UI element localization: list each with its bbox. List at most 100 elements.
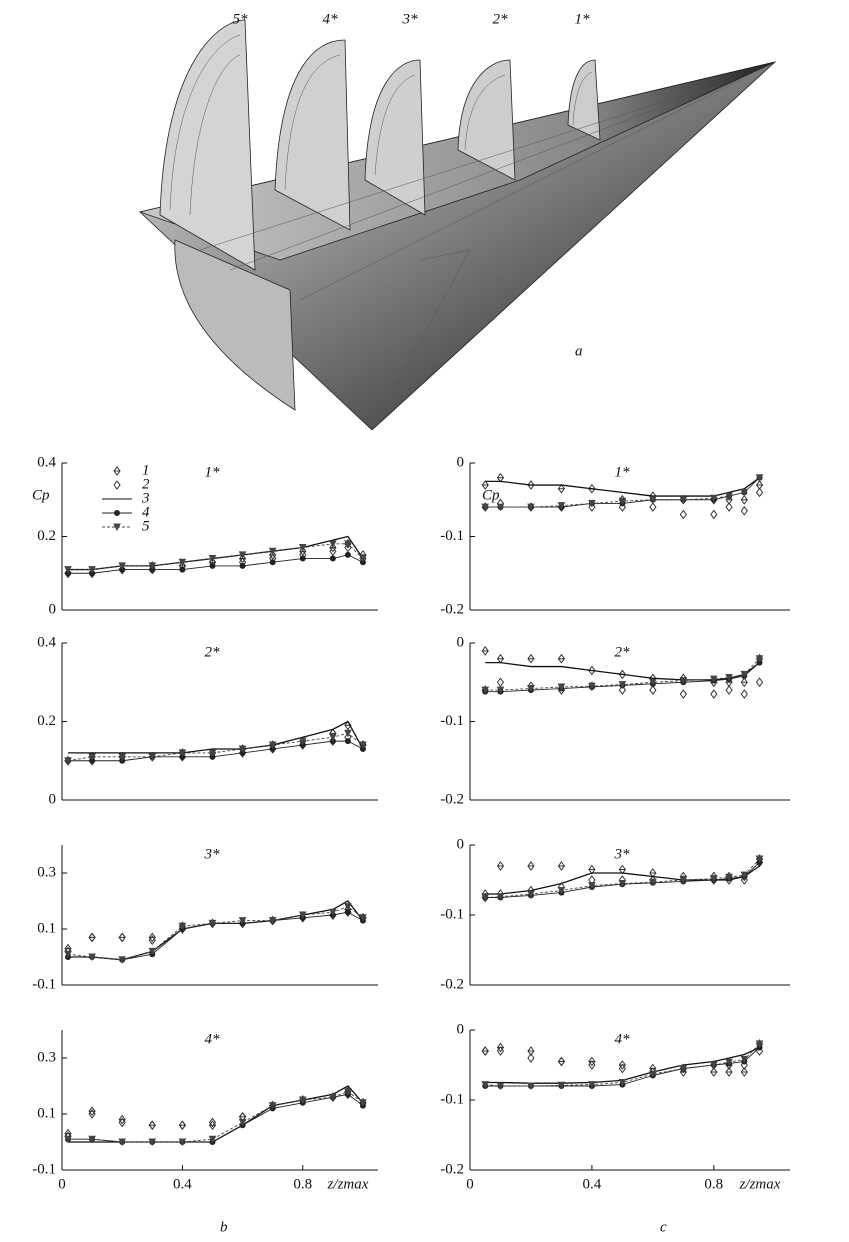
marker (558, 862, 564, 870)
x-tick-label: 0 (58, 1176, 66, 1192)
panel-label: c (660, 1219, 667, 1235)
marker (114, 467, 120, 475)
y-tick-label: -0.1 (440, 528, 464, 544)
marker (482, 1047, 488, 1055)
marker (270, 560, 275, 565)
marker (741, 507, 747, 515)
marker (149, 1121, 155, 1129)
marker (179, 1121, 185, 1129)
marker (741, 690, 747, 698)
y-tick-label: 0.2 (37, 528, 56, 544)
y-tick-label: 0.2 (37, 713, 56, 729)
wing-render (140, 20, 775, 430)
panel-title: 3* (204, 846, 221, 862)
section-label: 1* (575, 11, 591, 27)
y-tick-label: 0.4 (37, 634, 56, 650)
marker (619, 866, 625, 874)
marker (345, 552, 350, 557)
marker (528, 655, 534, 663)
x-axis-label: z/zmax (739, 1176, 781, 1192)
section-label: 4* (323, 11, 339, 27)
x-axis-label: z/zmax (327, 1176, 369, 1192)
panel-label: a (575, 343, 583, 359)
x-tick-label: 0.8 (704, 1176, 723, 1192)
marker (558, 1058, 564, 1066)
marker (119, 1116, 125, 1124)
x-tick-label: 0 (466, 1176, 474, 1192)
series-line (68, 901, 363, 960)
x-tick-label: 0.8 (293, 1176, 312, 1192)
marker (149, 933, 155, 941)
marker (650, 686, 656, 694)
series-line (485, 663, 759, 680)
marker (589, 866, 595, 874)
figure: 5*4*3*2*1*abc00.20.41*Cp1234500.20.42*-0… (0, 0, 849, 1242)
panel-title: 4* (615, 1031, 631, 1047)
marker (115, 511, 120, 516)
y-tick-label: -0.1 (32, 1161, 56, 1177)
y-tick-label: 0 (457, 1021, 465, 1037)
panel-title: 1* (205, 464, 221, 480)
marker (89, 1107, 95, 1115)
section-label: 2* (493, 11, 509, 27)
marker (89, 933, 95, 941)
panel: -0.2-0.102* (440, 634, 790, 807)
x-tick-label: 0.4 (583, 1176, 602, 1192)
y-axis-label: Cp (32, 487, 50, 503)
panel-title: 2* (615, 644, 631, 660)
y-tick-label: -0.1 (440, 713, 464, 729)
panel: -0.1 0.1 0.3 3* (32, 845, 378, 992)
marker (741, 678, 747, 686)
marker (726, 686, 732, 694)
marker (114, 481, 120, 489)
series-line (68, 1092, 363, 1142)
panel: -0.2-0.1000.40.8z/zmax4* (440, 1021, 790, 1192)
panel-title: 2* (205, 644, 221, 660)
marker (180, 567, 185, 572)
marker (711, 690, 717, 698)
y-tick-label: 0 (49, 601, 57, 617)
series-line (68, 912, 363, 960)
panel-title: 1* (615, 464, 631, 480)
panel: 00.20.42* (37, 634, 378, 807)
marker (330, 556, 335, 561)
series-line (68, 537, 363, 570)
y-axis-label: Cp (482, 487, 500, 503)
y-tick-label: -0.1 (440, 906, 464, 922)
marker (650, 503, 656, 511)
panel-label: b (220, 1219, 228, 1235)
y-tick-label: -0.2 (440, 601, 464, 617)
y-tick-label: -0.2 (440, 791, 464, 807)
marker (558, 655, 564, 663)
panel-title: 3* (614, 846, 631, 862)
y-tick-label: 0.1 (37, 920, 56, 936)
marker (210, 563, 215, 568)
y-tick-label: 0.4 (37, 454, 56, 470)
y-tick-label: 0.3 (37, 1049, 56, 1065)
y-tick-label: 0 (457, 836, 465, 852)
series-line (68, 1094, 363, 1142)
legend-label: 5 (142, 518, 150, 534)
y-tick-label: 0.3 (37, 864, 56, 880)
marker (680, 510, 686, 518)
y-tick-label: -0.1 (440, 1091, 464, 1107)
marker (240, 563, 245, 568)
marker (711, 510, 717, 518)
section-label: 3* (402, 11, 419, 27)
marker (119, 933, 125, 941)
marker (497, 862, 503, 870)
marker (497, 655, 503, 663)
panel: -0.2 -0.1 0 1* Cp (440, 454, 790, 617)
series-line (68, 722, 363, 753)
marker (300, 556, 305, 561)
marker (345, 739, 350, 744)
series-line (68, 907, 363, 960)
panel: -0.2-0.103* (440, 836, 790, 992)
y-tick-label: -0.1 (32, 976, 56, 992)
y-tick-label: 0.1 (37, 1105, 56, 1121)
marker (209, 1121, 215, 1129)
y-tick-label: 0 (457, 454, 465, 470)
series-line (485, 478, 759, 496)
